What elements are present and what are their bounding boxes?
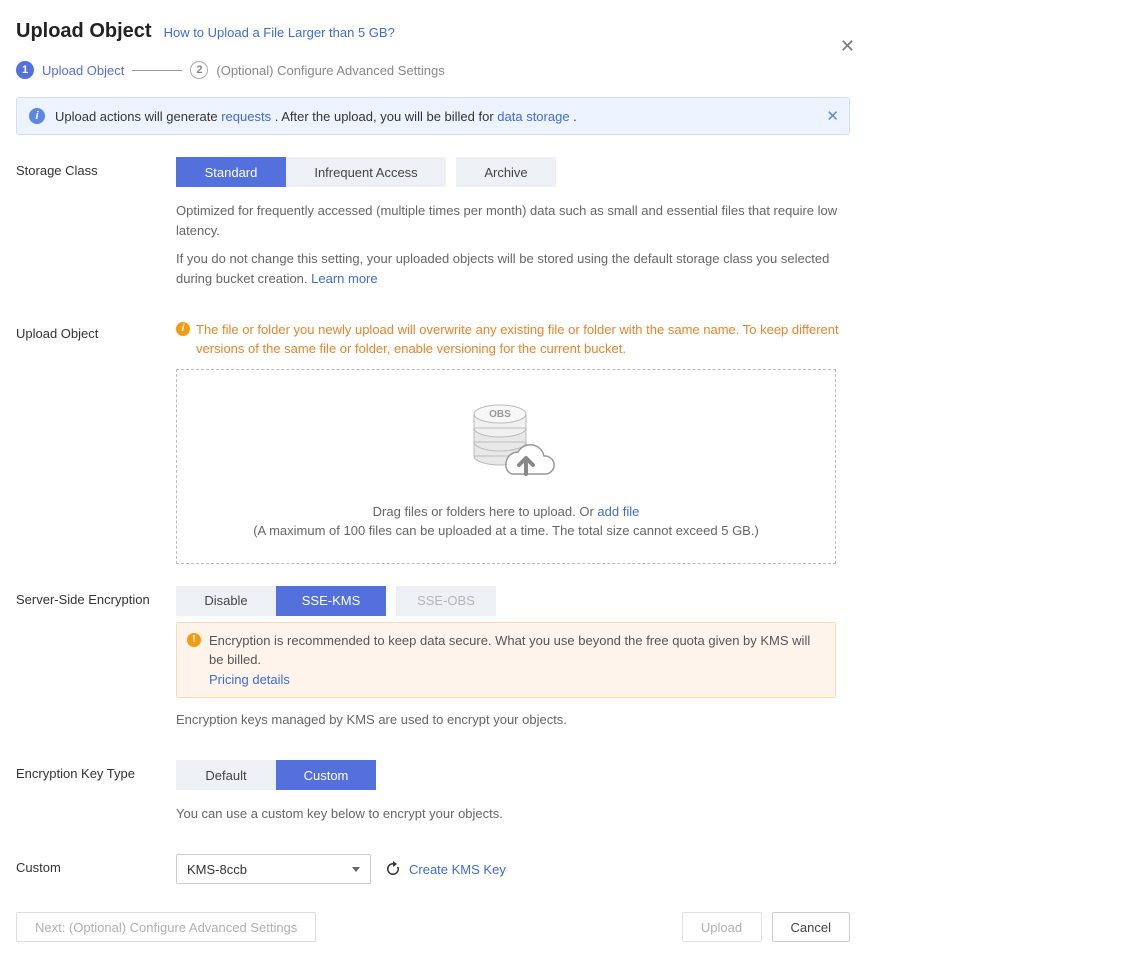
- encryption-segment: Disable SSE-KMS SSE-OBS: [176, 586, 850, 616]
- refresh-icon[interactable]: [381, 857, 405, 881]
- encryption-ssekms-button[interactable]: SSE-KMS: [276, 586, 386, 616]
- svg-text:OBS: OBS: [489, 409, 511, 420]
- encryption-label: Server-Side Encryption: [16, 586, 176, 607]
- cancel-button[interactable]: Cancel: [772, 912, 850, 942]
- upload-object-label: Upload Object: [16, 320, 176, 341]
- kms-key-select[interactable]: KMS-8ccb: [176, 854, 371, 884]
- storage-standard-button[interactable]: Standard: [176, 157, 286, 187]
- step-divider: [132, 70, 182, 71]
- requests-link[interactable]: requests: [221, 109, 271, 124]
- page-title: Upload Object: [16, 20, 152, 43]
- storage-class-segment: Standard Infrequent Access Archive: [176, 157, 850, 187]
- stepper: 1 Upload Object 2 (Optional) Configure A…: [16, 61, 1107, 79]
- add-file-link[interactable]: add file: [597, 504, 639, 519]
- upload-button: Upload: [682, 912, 762, 942]
- info-alert: i Upload actions will generate requests …: [16, 97, 850, 135]
- keytype-default-button[interactable]: Default: [176, 760, 276, 790]
- info-text: Upload actions will generate requests . …: [55, 109, 577, 124]
- storage-desc1: Optimized for frequently accessed (multi…: [176, 201, 850, 241]
- step2-label[interactable]: (Optional) Configure Advanced Settings: [216, 63, 444, 78]
- keytype-desc: You can use a custom key below to encryp…: [176, 804, 850, 824]
- pricing-details-link[interactable]: Pricing details: [209, 672, 290, 687]
- header: Upload Object How to Upload a File Large…: [16, 20, 1107, 43]
- upload-warning: i The file or folder you newly upload wi…: [176, 320, 850, 359]
- keytype-custom-button[interactable]: Custom: [276, 760, 376, 790]
- step2-badge: 2: [190, 61, 208, 79]
- close-icon[interactable]: ✕: [840, 36, 855, 57]
- warning-icon: i: [176, 322, 190, 336]
- exclamation-icon: !: [187, 633, 201, 647]
- help-link[interactable]: How to Upload a File Larger than 5 GB?: [164, 25, 395, 40]
- kms-key-value: KMS-8ccb: [187, 862, 247, 877]
- encryption-desc: Encryption keys managed by KMS are used …: [176, 710, 850, 730]
- learn-more-link[interactable]: Learn more: [311, 271, 377, 286]
- storage-desc2: If you do not change this setting, your …: [176, 249, 850, 289]
- encryption-sseobs-button: SSE-OBS: [396, 586, 496, 616]
- keytype-segment: Default Custom: [176, 760, 850, 790]
- footer: Next: (Optional) Configure Advanced Sett…: [16, 912, 850, 942]
- step1-badge: 1: [16, 61, 34, 79]
- storage-class-label: Storage Class: [16, 157, 176, 178]
- chevron-down-icon: [352, 867, 360, 872]
- data-storage-link[interactable]: data storage: [497, 109, 569, 124]
- dropzone[interactable]: OBS Drag files or folders here to upload…: [176, 369, 836, 564]
- create-kms-key-link[interactable]: Create KMS Key: [409, 862, 506, 877]
- custom-label: Custom: [16, 854, 176, 875]
- keytype-label: Encryption Key Type: [16, 760, 176, 781]
- storage-infrequent-button[interactable]: Infrequent Access: [286, 157, 446, 187]
- dropzone-text: Drag files or folders here to upload. Or…: [373, 502, 640, 522]
- alert-close-icon[interactable]: ✕: [826, 107, 839, 125]
- encryption-warning: ! Encryption is recommended to keep data…: [176, 622, 836, 699]
- upload-warning-text: The file or folder you newly upload will…: [196, 320, 850, 359]
- step1-label[interactable]: Upload Object: [42, 63, 124, 78]
- encryption-disable-button[interactable]: Disable: [176, 586, 276, 616]
- info-icon: i: [29, 108, 45, 124]
- obs-upload-icon: OBS: [456, 392, 556, 492]
- dropzone-hint: (A maximum of 100 files can be uploaded …: [253, 521, 759, 541]
- next-button[interactable]: Next: (Optional) Configure Advanced Sett…: [16, 912, 316, 942]
- storage-archive-button[interactable]: Archive: [456, 157, 556, 187]
